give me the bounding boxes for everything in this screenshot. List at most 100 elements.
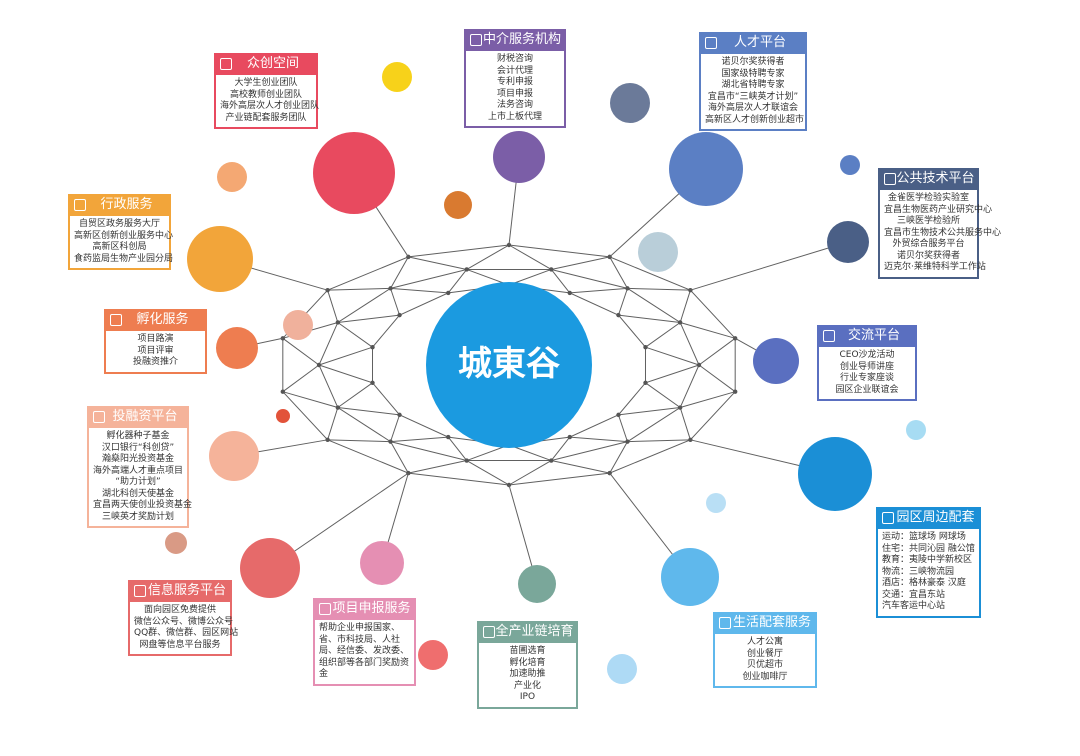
card-item: 交通：宜昌东站 <box>882 589 946 600</box>
web-node <box>280 389 286 394</box>
card-shenghuo: 生活配套服务 人才公寓 创业餐厅 贝优超市 创业咖啡厅 <box>713 612 817 688</box>
card-item: 三峡医学检验所 <box>896 216 960 226</box>
center-logo-text: 城東谷 <box>458 344 560 384</box>
card-jiaoliu: 交流平台 CEO沙龙活动 创业导师讲座 行业专家座谈 园区企业联谊会 <box>817 325 917 401</box>
card-item: 财税咨询 <box>496 54 533 64</box>
card-tourongzi: 投融资平台 孵化器种子基金 汉口银行“科创贷” 瀚燊阳光投资基金 海外高端人才重点项目 “… <box>87 406 192 528</box>
card-title: 园区周边配套 <box>896 510 975 525</box>
decorative-circle <box>276 409 290 423</box>
decorative-circles <box>165 62 926 684</box>
card-item: 三峡英才奖励计划 <box>101 511 174 522</box>
web-node <box>370 380 375 386</box>
card-header: 园区周边配套 <box>876 507 981 529</box>
card-item: 法务咨询 <box>496 100 533 110</box>
card-item: 网盘等信息平台服务 <box>139 639 221 650</box>
card-item: 湖北科创天使基金 <box>101 488 174 499</box>
card-item: 国家级特聘专家 <box>721 68 785 79</box>
card-item: 苗圃选育 <box>509 646 546 656</box>
card-item: 投融资推介 <box>132 357 178 367</box>
card-item: 住宅：共同沁园 融公馆 <box>882 543 975 554</box>
card-item: 海外高层次人才创业团队 <box>220 101 320 111</box>
web-node <box>446 434 451 440</box>
web-node <box>549 458 554 463</box>
web-node <box>397 312 402 318</box>
web-node <box>616 312 621 318</box>
web-node <box>388 439 393 444</box>
web-node <box>677 320 683 325</box>
money-bag-icon <box>93 411 105 423</box>
map-icon <box>882 512 894 524</box>
decorative-circle <box>444 191 472 219</box>
card-title: 中介服务机构 <box>482 32 561 47</box>
card-item: 宜昌生物医药产业研究中心 <box>884 204 993 215</box>
circle-xiangmu <box>360 541 404 585</box>
circle-chanye <box>518 565 556 603</box>
web-node <box>616 412 621 418</box>
card-item: 产业化 <box>513 680 541 691</box>
card-rencai: 人才平台 诺贝尔奖获得者 国家级特聘专家 湖北省特聘专家 宜昌市“三峡英才计划” 海外高层… <box>699 32 807 131</box>
web-node <box>335 405 341 410</box>
card-item: 高新区人才创新创业超市 <box>705 114 805 125</box>
card-item: 会计代理 <box>496 65 533 76</box>
circle-shenghuo <box>661 548 719 606</box>
card-item: 食药监局生物产业园分局 <box>74 253 174 264</box>
circle-xingzheng <box>187 226 253 292</box>
card-item: 高校教师创业团队 <box>229 89 302 100</box>
card-item: 人才公寓 <box>746 637 783 647</box>
circle-zhongjie <box>493 131 545 183</box>
card-title: 孵化服务 <box>136 312 189 327</box>
web-node <box>567 290 572 296</box>
card-xingzheng: 行政服务 自贸区政务服务大厅 高新区创新创业服务中心 高新区科创局 食药监局生物产业园分… <box>68 194 174 270</box>
sprout-icon <box>110 314 122 326</box>
decorative-circle <box>418 640 448 670</box>
decorative-circle <box>217 162 247 192</box>
card-title: 生活配套服务 <box>732 615 811 630</box>
spoke-line <box>690 241 849 291</box>
card-zhongjie: 中介服务机构 财税咨询 会计代理 专利申报 项目申报 法务咨询 上市上板代理 <box>464 29 566 128</box>
card-item: 汉口银行“科创贷” <box>101 442 175 453</box>
web-node <box>625 439 630 444</box>
card-item: CEO沙龙活动 <box>839 350 895 360</box>
chain-icon <box>483 626 495 638</box>
circle-rencai <box>669 132 743 206</box>
circle-zhongchuang <box>313 132 395 214</box>
card-item: 微信公众号、微博公众号 <box>134 616 234 627</box>
card-item: 面向园区免费提供 <box>143 605 216 615</box>
card-header: 全产业链培育 <box>477 621 578 643</box>
web-node <box>464 458 469 463</box>
web-node <box>677 405 683 410</box>
card-item: 孵化器种子基金 <box>106 431 170 441</box>
card-header: 人才平台 <box>699 32 807 54</box>
card-header: 信息服务平台 <box>128 580 232 602</box>
card-item: 产业链配套服务团队 <box>225 112 307 123</box>
card-title: 投融资平台 <box>112 409 178 424</box>
web-node <box>696 362 702 368</box>
card-item: 酒店：格林豪泰 汉庭 <box>882 578 966 588</box>
card-item: QQ群、微信群、园区网站 <box>134 628 239 638</box>
category-circles <box>187 131 872 606</box>
circle-yuanqu <box>798 437 872 511</box>
card-xinxi: 信息服务平台面向园区免费提供 微信公众号、微博公众号 QQ群、微信群、园区网站 网盘等… <box>128 580 239 656</box>
web-node <box>446 290 451 296</box>
card-item: 局、经信委、发改委、 <box>319 646 410 656</box>
network-web <box>282 244 736 486</box>
card-item: 创业咖啡厅 <box>742 671 788 682</box>
mail-icon <box>319 603 331 615</box>
decorative-circle <box>382 62 412 92</box>
card-header: 投融资平台 <box>87 406 189 428</box>
card-item: 金雀医学检验实验室 <box>887 193 969 203</box>
card-item: 大学生创业团队 <box>234 78 298 88</box>
card-item: 项目路演 <box>137 334 174 344</box>
web-node <box>397 412 402 418</box>
card-item: 海外高层次人才联谊会 <box>707 103 798 113</box>
card-title: 人才平台 <box>733 35 786 50</box>
decorative-circle <box>607 654 637 684</box>
center-circle <box>426 282 592 448</box>
house-icon <box>220 58 232 70</box>
card-item: 项目申报 <box>496 88 533 99</box>
decorative-circle <box>706 493 726 513</box>
circle-xinxi <box>240 538 300 598</box>
circle-tourongzi <box>209 431 259 481</box>
card-item: 省、市科技局、人社 <box>319 634 401 645</box>
